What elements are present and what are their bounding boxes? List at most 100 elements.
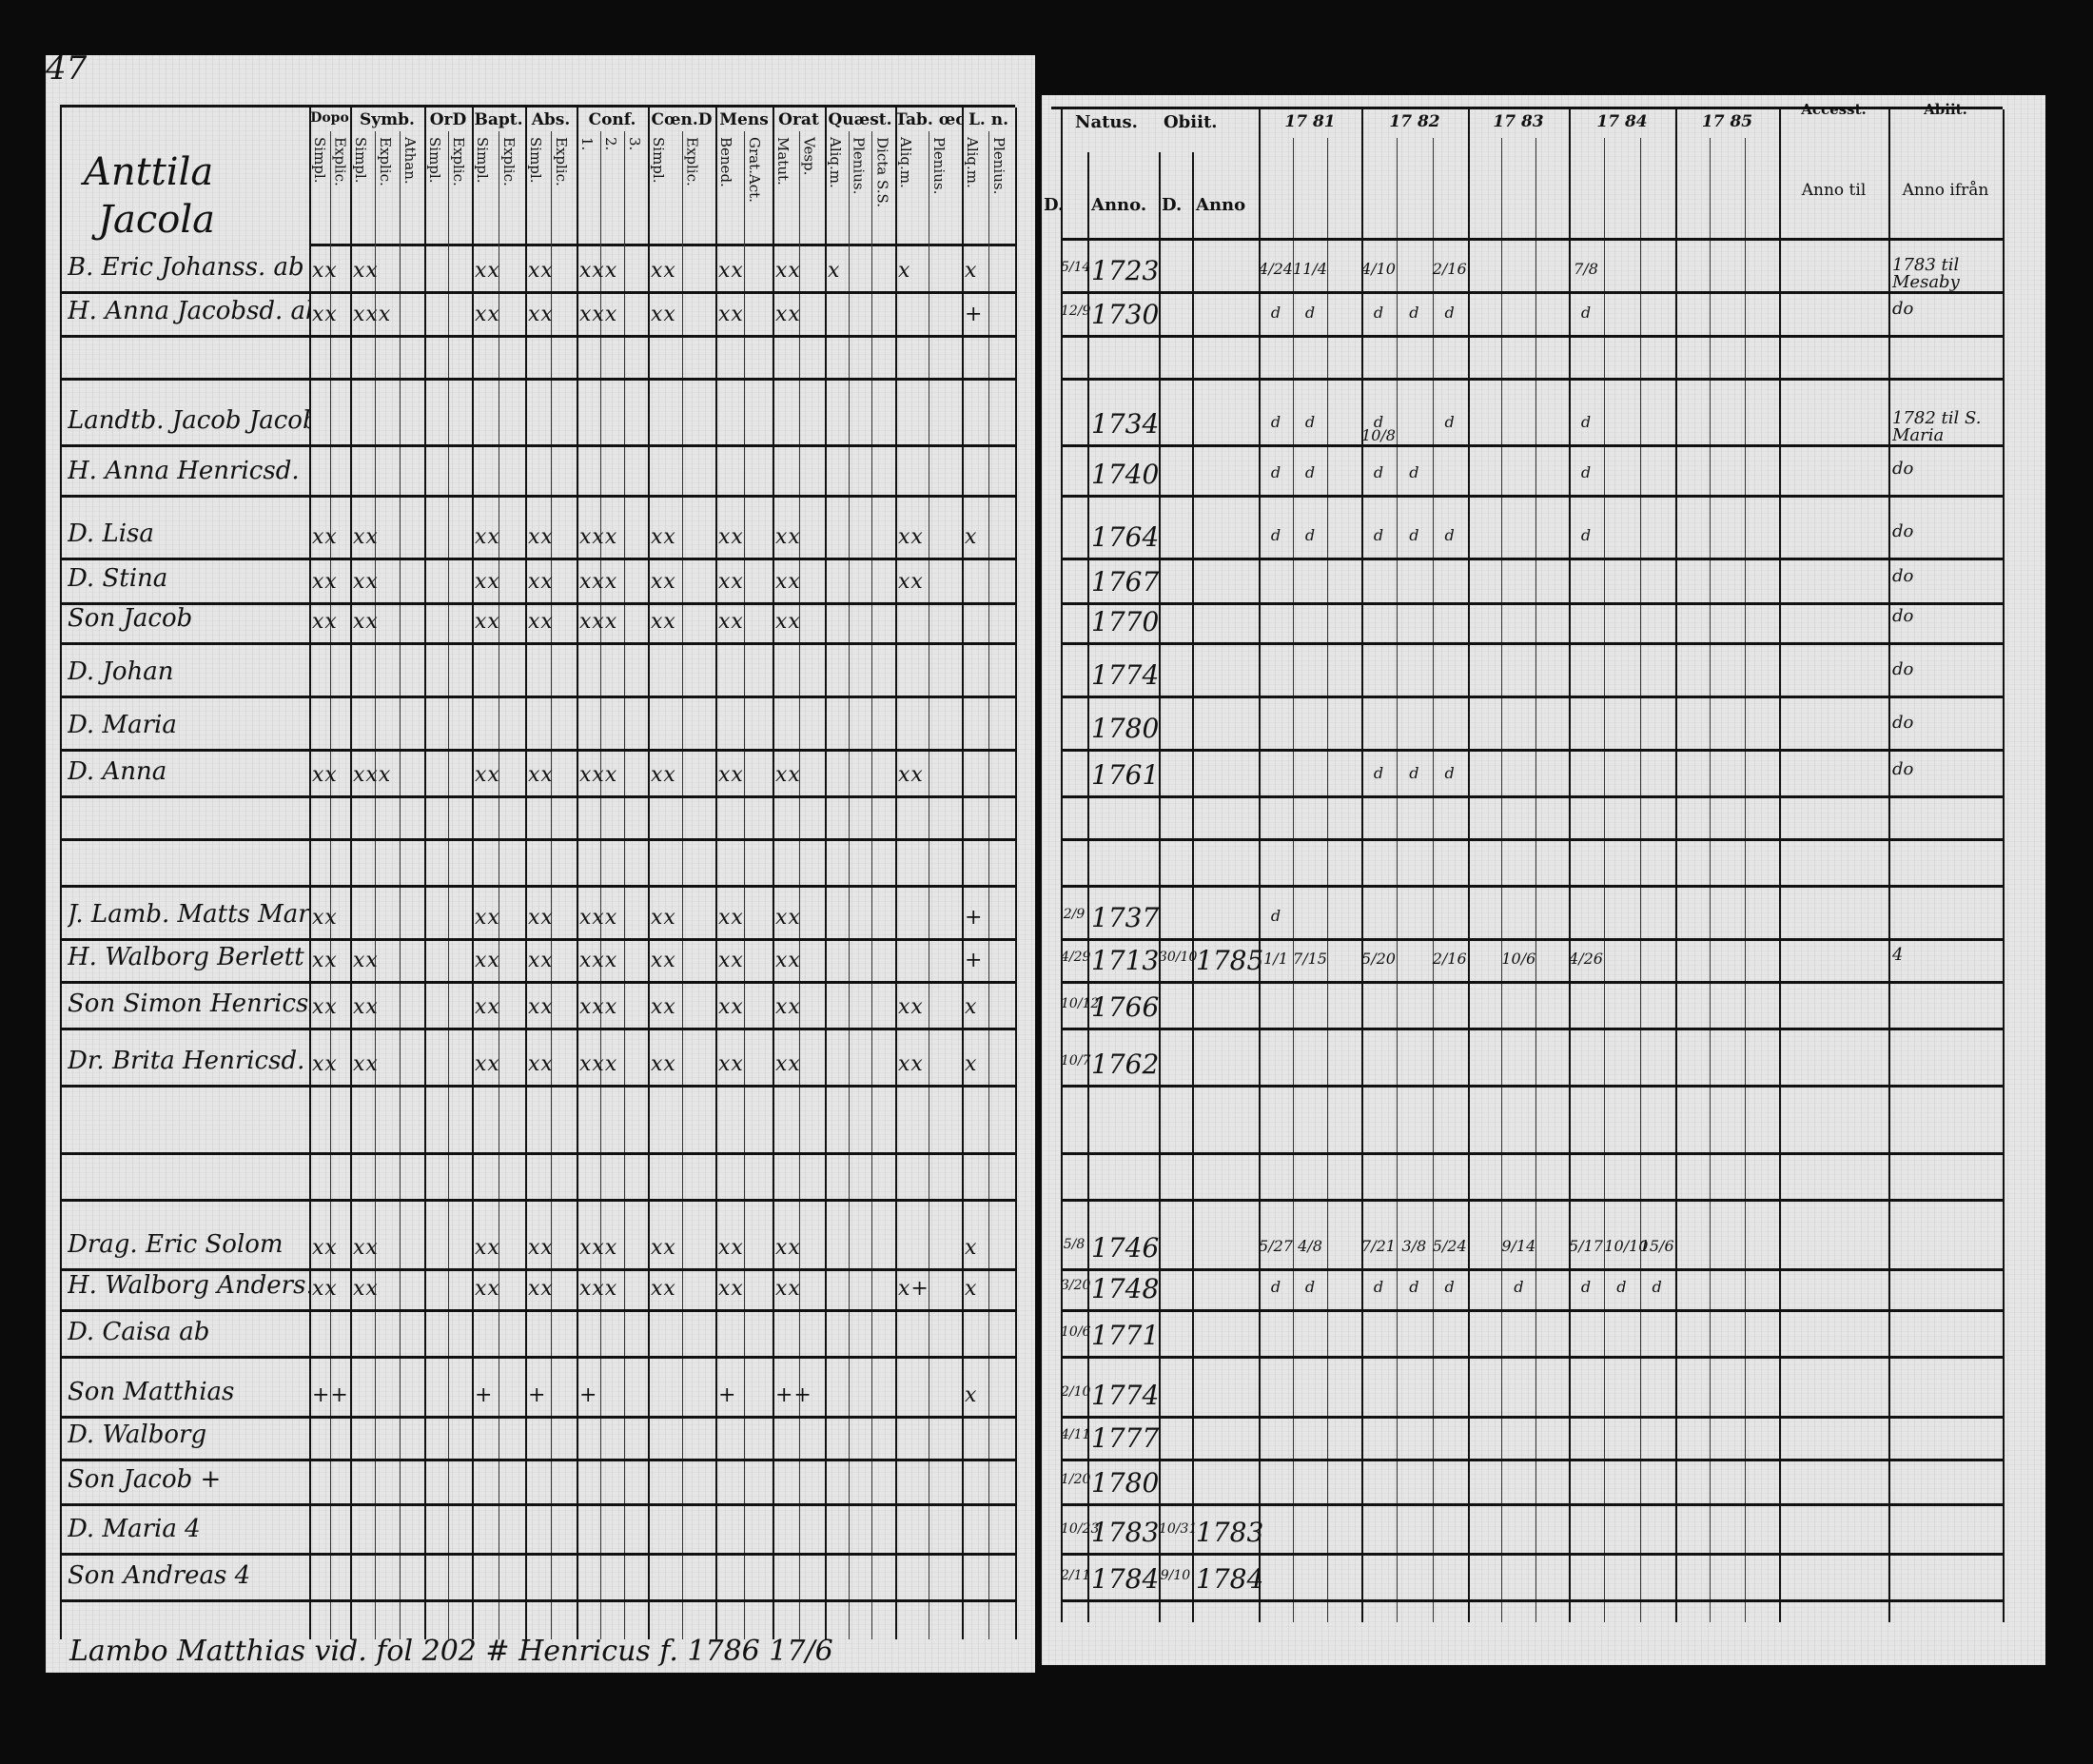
person-name: J. Lamb. Matts Martin bbox=[68, 900, 309, 929]
row-rule bbox=[1061, 495, 2003, 498]
column-subheader: Simpl. bbox=[426, 137, 443, 184]
exam-mark: x bbox=[965, 1383, 978, 1407]
departure-note: do bbox=[1892, 566, 1914, 586]
header-rule bbox=[1061, 238, 2003, 241]
year-header: 17 83 bbox=[1493, 112, 1544, 131]
obiit-d-header: D. bbox=[1162, 195, 1183, 215]
grid-line bbox=[773, 108, 774, 1639]
birth-year: 1767 bbox=[1091, 566, 1160, 598]
exam-mark: xx bbox=[475, 763, 500, 787]
column-subheader: Explic. bbox=[450, 137, 467, 186]
grid-line bbox=[1888, 109, 1890, 1622]
village-name-2: Jacola bbox=[98, 198, 216, 242]
death-day: 10/31 bbox=[1159, 1521, 1198, 1537]
exam-mark: xx bbox=[718, 949, 744, 972]
column-group-header: Orat bbox=[778, 110, 819, 129]
person-name: Drag. Eric Solom bbox=[68, 1230, 284, 1259]
exam-mark: xx bbox=[775, 1277, 801, 1301]
row-rule bbox=[60, 495, 1015, 498]
year-header: 17 85 bbox=[1701, 112, 1753, 131]
person-name: Son Andreas 4 bbox=[68, 1561, 251, 1590]
birth-year: 1766 bbox=[1091, 991, 1160, 1023]
exam-year-entry: 2/16 bbox=[1432, 260, 1467, 278]
exam-mark: xx bbox=[528, 1277, 554, 1301]
exam-mark: xx bbox=[312, 610, 338, 634]
column-group-header: Bapt. bbox=[474, 110, 523, 129]
exam-year-entry: d bbox=[1304, 526, 1316, 544]
exam-year-entry: 5/24 bbox=[1432, 1237, 1467, 1255]
exam-mark: xxx bbox=[353, 303, 392, 326]
column-subheader: Plenius. bbox=[930, 137, 948, 195]
person-name: D. Maria bbox=[68, 711, 177, 739]
column-group-header: Abs. bbox=[531, 110, 571, 129]
exam-year-entry: d bbox=[1373, 304, 1384, 322]
column-subheader: Matut. bbox=[774, 137, 792, 186]
person-name: Dr. Brita Henricsd. bbox=[68, 1047, 305, 1075]
exam-year-entry: d bbox=[1409, 463, 1419, 481]
exam-mark: x bbox=[898, 259, 911, 283]
grid-line bbox=[825, 108, 827, 1639]
birth-day: 3/20 bbox=[1061, 1278, 1091, 1293]
natus-header: Natus. bbox=[1075, 112, 1138, 132]
row-rule bbox=[60, 602, 1015, 605]
exam-year-entry: d bbox=[1580, 304, 1592, 322]
exam-year-entry: d bbox=[1444, 1278, 1455, 1296]
exam-year-entry: d bbox=[1270, 526, 1281, 544]
column-subheader: 1. bbox=[578, 137, 596, 151]
row-rule bbox=[60, 838, 1015, 841]
row-rule bbox=[1061, 602, 2003, 605]
exam-year-entry: 7/8 bbox=[1574, 260, 1598, 278]
exam-mark: + bbox=[718, 1383, 737, 1407]
row-rule bbox=[60, 1199, 1015, 1202]
village-name: Anttila bbox=[84, 150, 214, 194]
exam-mark: xx bbox=[718, 763, 744, 787]
exam-mark: xx bbox=[718, 525, 744, 549]
birth-year: 1748 bbox=[1091, 1273, 1160, 1304]
departure-note: do bbox=[1892, 659, 1914, 679]
row-rule bbox=[1061, 749, 2003, 752]
exam-mark: xx bbox=[312, 259, 338, 283]
exam-mark: xxx bbox=[579, 259, 618, 283]
grid-line bbox=[60, 108, 62, 1639]
grid-line bbox=[1569, 109, 1571, 1622]
exam-year-entry: 2/16 bbox=[1432, 950, 1467, 968]
exam-mark: + bbox=[528, 1383, 547, 1407]
exam-year-entry: 10/10 bbox=[1604, 1237, 1649, 1255]
exam-mark: xxx bbox=[579, 525, 618, 549]
person-name: H. Anna Henricsd. bbox=[68, 457, 300, 485]
birth-day: 4/29 bbox=[1061, 950, 1091, 965]
exam-mark: x bbox=[965, 1052, 978, 1076]
exam-year-entry: d bbox=[1373, 764, 1384, 782]
column-subheader: Simpl. bbox=[527, 137, 544, 184]
row-rule bbox=[60, 938, 1015, 941]
departure-note: do bbox=[1892, 521, 1914, 541]
exam-mark: x bbox=[965, 995, 978, 1019]
row-rule bbox=[1061, 981, 2003, 984]
natus-d-header: D. bbox=[1044, 195, 1065, 215]
exam-mark: xx bbox=[353, 570, 379, 594]
row-rule bbox=[60, 1459, 1015, 1461]
exam-year-entry: d bbox=[1580, 526, 1592, 544]
column-subheader: Grat.Act. bbox=[746, 137, 763, 203]
grid-line bbox=[1432, 138, 1434, 1622]
column-subheader: Simpl. bbox=[352, 137, 369, 184]
exam-mark: xx bbox=[651, 303, 676, 326]
row-rule bbox=[60, 795, 1015, 798]
exam-mark: xx bbox=[475, 303, 500, 326]
exam-mark: xxx bbox=[353, 763, 392, 787]
exam-year-entry: d bbox=[1373, 463, 1384, 481]
grid-line bbox=[1675, 109, 1677, 1622]
column-subheader: Simpl. bbox=[311, 137, 328, 184]
exam-mark: xx bbox=[775, 1236, 801, 1260]
person-name: D. Lisa bbox=[68, 519, 154, 548]
column-subheader: 2. bbox=[602, 137, 619, 151]
grid-line bbox=[1468, 109, 1470, 1622]
column-subheader: Aliq.m. bbox=[827, 137, 844, 188]
birth-day: 5/8 bbox=[1063, 1237, 1086, 1252]
birth-year: 1737 bbox=[1091, 902, 1160, 933]
row-rule bbox=[60, 291, 1015, 294]
birth-day: 5/14 bbox=[1061, 260, 1091, 275]
row-rule bbox=[1061, 1459, 2003, 1461]
column-group-header: Mens bbox=[719, 110, 769, 129]
birth-day: 10/7 bbox=[1061, 1053, 1091, 1068]
